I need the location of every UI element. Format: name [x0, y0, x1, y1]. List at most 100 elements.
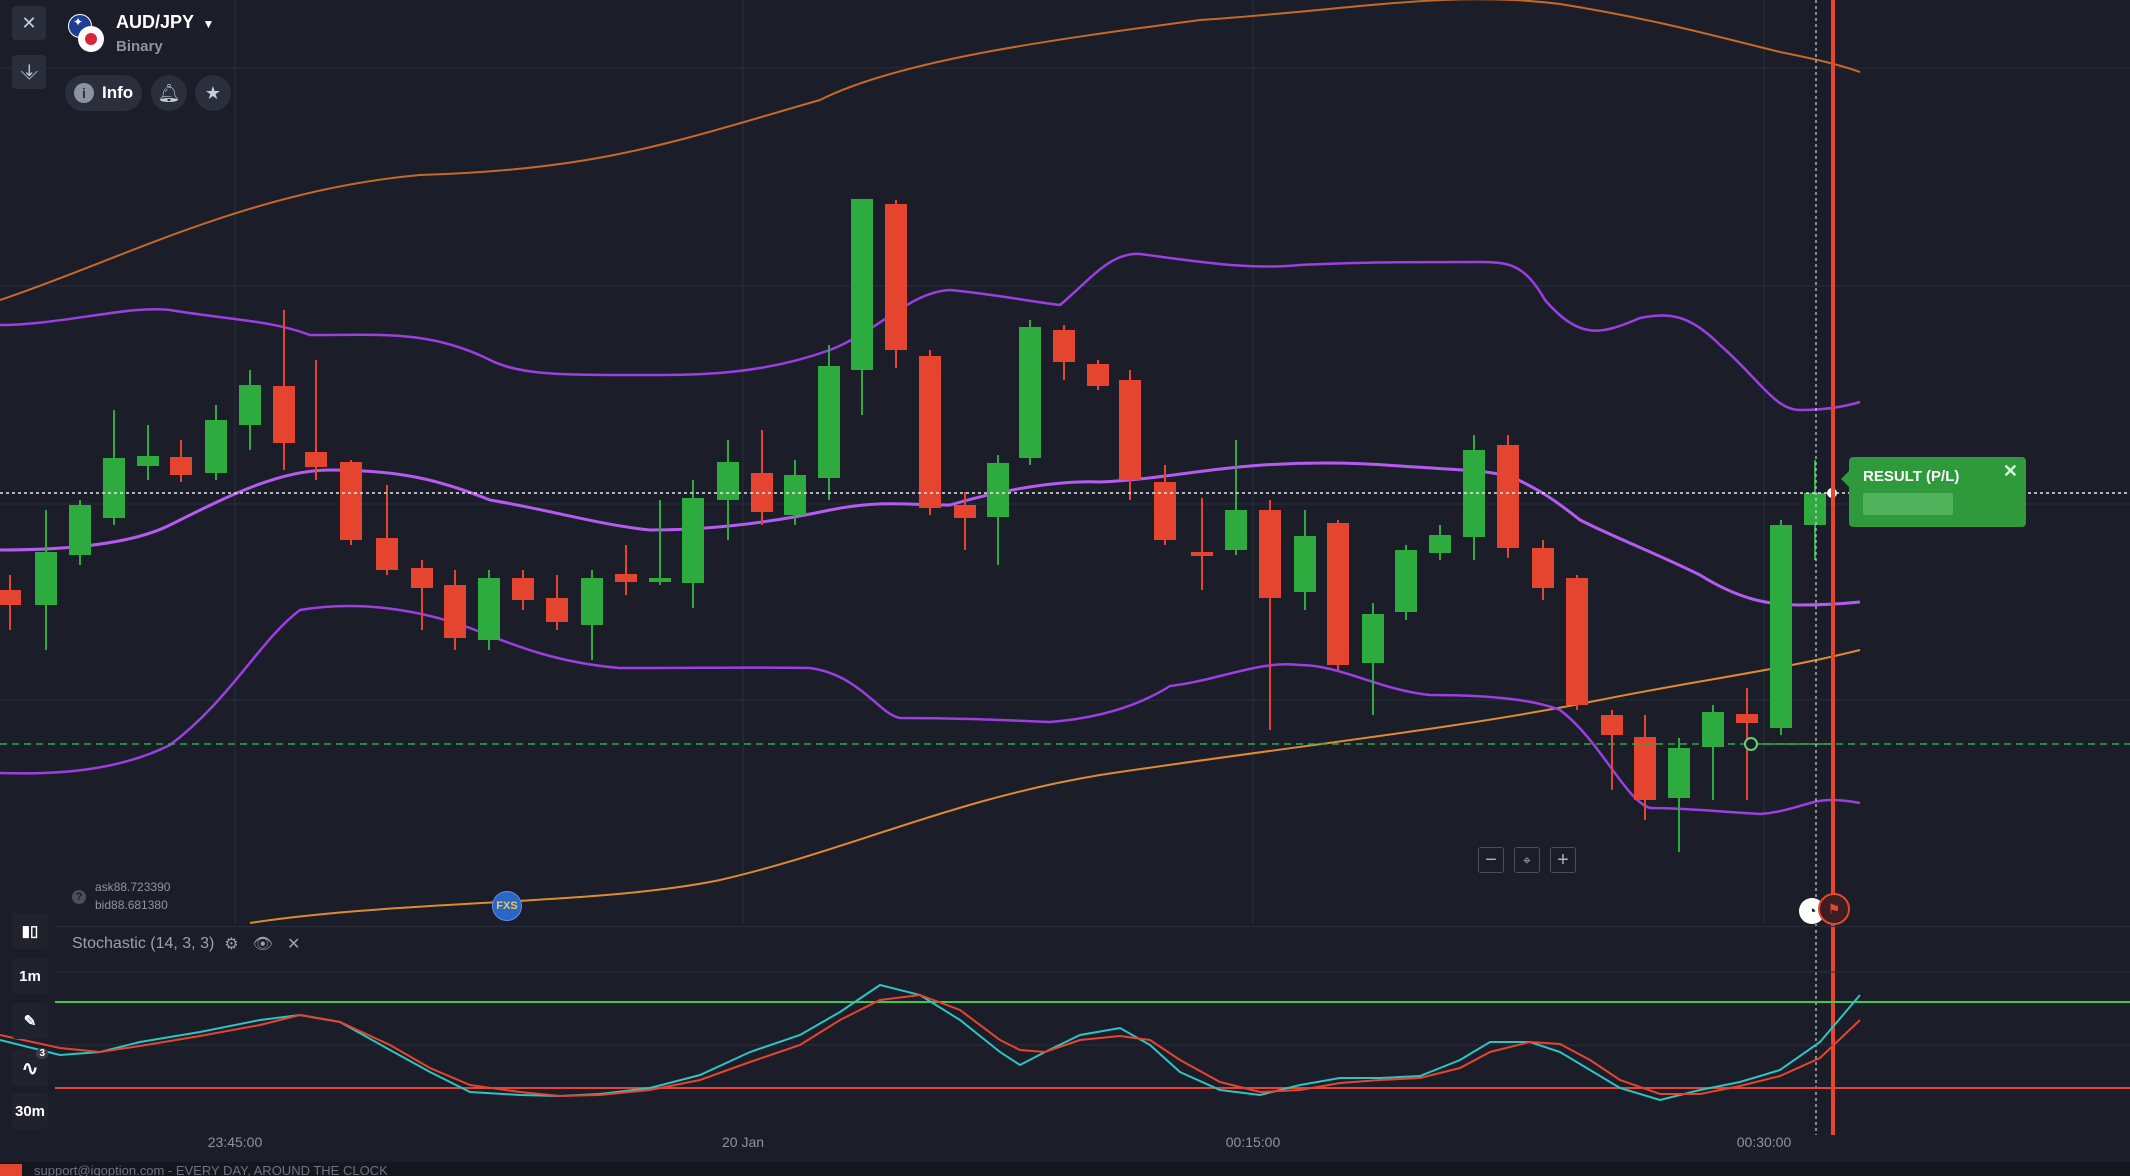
collapse-button[interactable]: ⇲ — [12, 55, 46, 89]
candle-body-43 — [1463, 450, 1485, 537]
candle-body-30 — [1019, 327, 1041, 458]
close-icon: ✕ — [21, 12, 37, 33]
candle-body-27 — [919, 356, 941, 508]
bollinger-lower-line — [0, 604, 1861, 816]
candle-body-10 — [340, 462, 362, 540]
zoom-reset-button[interactable]: ⌖ — [1514, 847, 1540, 873]
candle-body-13 — [444, 585, 466, 638]
stochastic-d-line — [0, 993, 1861, 1098]
candle-body-28 — [954, 505, 976, 518]
candle-body-42 — [1429, 535, 1451, 553]
news-badge[interactable]: FXS — [492, 891, 522, 921]
candle-body-29 — [987, 463, 1009, 517]
candle-body-48 — [1634, 737, 1656, 800]
drawing-tools-button[interactable]: ✎ — [12, 1003, 48, 1039]
candle-body-11 — [376, 538, 398, 570]
candle-body-19 — [649, 578, 671, 582]
zoom-out-button[interactable]: − — [1478, 847, 1504, 873]
candle-body-33 — [1119, 380, 1141, 480]
chart-type-button[interactable]: ▮▯ — [12, 913, 48, 949]
bid-label: bid — [95, 898, 112, 912]
envelope-lower-line — [249, 649, 1861, 924]
candle-body-20 — [682, 498, 704, 583]
position-entry-marker — [1744, 737, 1758, 751]
result-title: RESULT (P/L) — [1863, 468, 1960, 485]
indicator-wave-icon: ∿ — [21, 1057, 39, 1080]
flag-jp-icon — [78, 26, 104, 52]
candle-body-9 — [305, 452, 327, 467]
close-indicator-icon[interactable]: ✕ — [286, 936, 301, 953]
indicator-panel: Stochastic (14, 3, 3) ⚙ 👁︎ ✕ — [55, 926, 2130, 1134]
info-label: Info — [102, 83, 134, 102]
candle-body-25 — [851, 199, 873, 370]
collapse-icon: ⇲ — [17, 61, 40, 84]
candle-body-36 — [1225, 510, 1247, 550]
ask-value: 88.723390 — [113, 880, 171, 894]
candle-body-6 — [205, 420, 227, 473]
favorite-button[interactable]: ★ — [195, 75, 231, 111]
info-icon: i — [74, 83, 94, 103]
finish-flag-icon[interactable]: ⚑ — [1818, 893, 1850, 925]
candle-body-44 — [1497, 445, 1519, 548]
candle-body-31 — [1053, 330, 1075, 362]
ask-label: ask — [95, 880, 114, 894]
footer-badge — [0, 1164, 22, 1176]
candle-body-16 — [546, 598, 568, 622]
candle-body-49 — [1668, 748, 1690, 798]
bid-value: 88.681380 — [111, 898, 168, 912]
candle-body-53 — [1804, 493, 1826, 525]
bollinger-upper-line — [0, 252, 1861, 412]
candle-body-21 — [717, 462, 739, 500]
asset-pair: AUD/JPY — [116, 12, 195, 32]
candle-body-38 — [1294, 536, 1316, 592]
stochastic-k-line — [0, 983, 1861, 1102]
candle-body-46 — [1566, 578, 1588, 705]
candle-body-51 — [1736, 714, 1758, 723]
chart-period-button[interactable]: 30m — [12, 1093, 48, 1129]
eye-icon[interactable]: 👁︎ — [252, 936, 273, 953]
candle-body-4 — [137, 456, 159, 466]
envelope-upper-line — [0, 0, 1861, 301]
info-button[interactable]: i Info — [65, 75, 142, 111]
footer-text: support@iqoption.com - EVERY DAY, AROUND… — [34, 1163, 388, 1176]
candle-body-15 — [512, 578, 534, 600]
gear-icon[interactable]: ⚙ — [224, 936, 239, 953]
candle-body-23 — [784, 475, 806, 515]
time-label-3: 00:30:00 — [1736, 1134, 1792, 1150]
result-close-button[interactable]: ✕ — [2002, 461, 2018, 481]
help-icon: ? — [72, 890, 86, 904]
footer-bar: support@iqoption.com - EVERY DAY, AROUND… — [0, 1162, 2130, 1176]
time-label-0: 23:45:00 — [207, 1134, 263, 1150]
indicator-name: Stochastic (14, 3, 3) — [72, 935, 215, 952]
indicators-button[interactable]: ∿ 3 — [12, 1048, 48, 1086]
candle-body-5 — [170, 457, 192, 475]
candle-body-50 — [1702, 712, 1724, 747]
candle-body-17 — [581, 578, 603, 625]
close-chart-button[interactable]: ✕ — [12, 6, 46, 40]
pencil-icon: ✎ — [23, 1013, 37, 1030]
time-label-2: 00:15:00 — [1225, 1134, 1281, 1150]
candle-body-32 — [1087, 364, 1109, 386]
candle-body-37 — [1259, 510, 1281, 598]
alert-button[interactable]: 🔔︎ — [151, 75, 187, 111]
candle-body-18 — [615, 574, 637, 582]
star-icon: ★ — [204, 82, 222, 103]
candle-body-2 — [69, 505, 91, 555]
candle-timeframe-button[interactable]: 1m — [12, 958, 48, 994]
candle-body-8 — [273, 386, 295, 443]
zoom-in-button[interactable]: + — [1550, 847, 1576, 873]
result-panel[interactable]: RESULT (P/L) ✕ — [1841, 457, 2026, 527]
asset-type: Binary — [116, 38, 163, 55]
indicator-count-badge: 3 — [36, 1048, 48, 1059]
candle-body-35 — [1191, 552, 1213, 556]
chevron-down-icon: ▼ — [202, 17, 215, 31]
bell-icon: 🔔︎ — [157, 82, 181, 103]
candle-body-1 — [35, 552, 57, 605]
crosshair-icon: ⌖ — [1523, 851, 1531, 868]
candle-body-40 — [1362, 614, 1384, 663]
candle-body-3 — [103, 458, 125, 518]
candle-body-26 — [885, 204, 907, 350]
candle-body-47 — [1601, 715, 1623, 735]
bollinger-middle-line — [0, 461, 1861, 607]
